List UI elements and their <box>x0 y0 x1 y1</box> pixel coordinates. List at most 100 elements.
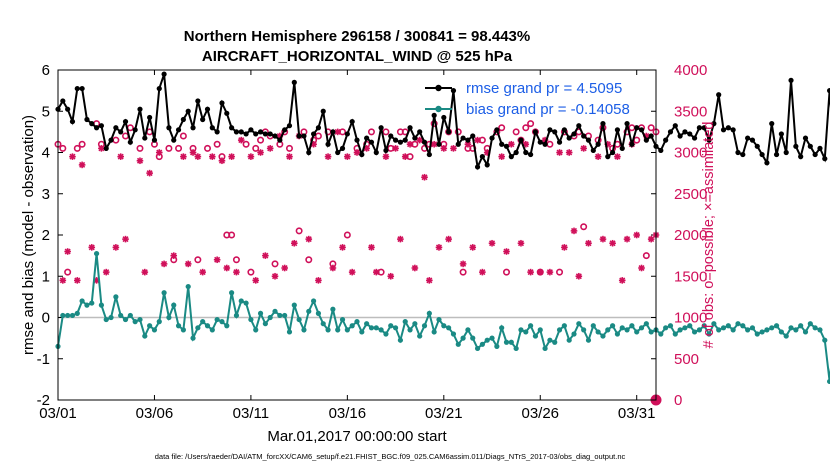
assimilated-obs-marker <box>146 169 153 177</box>
bias-point <box>330 306 336 312</box>
rmse-point <box>450 88 457 94</box>
bias-point <box>614 331 621 337</box>
bias-point <box>195 325 201 331</box>
assimilated-obs-marker <box>623 235 631 243</box>
rmse-point <box>595 141 601 147</box>
rmse-point <box>156 85 162 92</box>
bias-point <box>349 323 355 329</box>
rmse-point <box>537 139 543 145</box>
rmse-point <box>638 127 645 133</box>
rmse-point <box>421 139 428 145</box>
assimilated-obs-marker <box>387 272 395 280</box>
rmse-point <box>243 131 249 137</box>
bias-point <box>658 331 664 337</box>
rmse-point <box>561 127 567 133</box>
rmse-point <box>60 98 66 104</box>
y-tick-label: 4 <box>42 145 50 162</box>
rmse-point <box>373 149 379 156</box>
bias-point <box>436 316 442 323</box>
bias-point <box>566 337 572 343</box>
bias-point <box>552 339 558 345</box>
rmse-point <box>180 116 186 123</box>
possible-obs-marker <box>512 128 520 136</box>
right-y-tick-label: 2000 <box>674 227 707 244</box>
assimilated-obs-marker <box>382 153 390 160</box>
rmse-point <box>581 133 587 139</box>
rmse-point <box>127 139 133 145</box>
rmse-point <box>200 116 206 123</box>
rmse-point <box>446 129 452 135</box>
assimilated-obs-marker <box>117 153 124 160</box>
rmse-point <box>701 125 707 131</box>
bias-point <box>759 329 765 335</box>
rmse-point <box>716 92 722 98</box>
possible-obs-marker <box>382 128 390 136</box>
right-y-tick-label: 4000 <box>674 62 707 79</box>
bias-point <box>137 316 143 323</box>
bias-point <box>204 323 211 329</box>
bias-point <box>769 325 775 331</box>
rmse-point <box>518 137 524 143</box>
assimilated-obs-marker <box>180 153 187 160</box>
x-tick-label: 03/06 <box>136 405 174 422</box>
assimilated-obs-marker <box>594 153 602 160</box>
rmse-point <box>344 131 350 137</box>
assimilated-obs-marker <box>479 268 486 276</box>
assimilated-obs-marker <box>527 268 534 276</box>
bias-point <box>764 327 770 333</box>
bias-point <box>807 321 813 327</box>
assimilated-obs-marker <box>334 128 342 136</box>
assimilated-obs-marker <box>305 235 313 243</box>
rmse-point <box>248 127 254 133</box>
bias-point <box>359 329 365 335</box>
bias-point <box>735 321 741 327</box>
bias-point <box>600 333 606 339</box>
bias-point <box>392 325 399 331</box>
rmse-point <box>489 135 495 141</box>
bias-point <box>421 323 428 329</box>
rmse-point <box>532 129 539 135</box>
rmse-point <box>494 127 500 133</box>
rmse-point <box>69 118 76 125</box>
possible-obs-marker <box>647 124 655 132</box>
assimilated-obs-marker <box>160 260 168 268</box>
rmse-point <box>817 145 823 151</box>
rmse-point <box>190 125 196 131</box>
bias-point <box>542 345 548 352</box>
bias-point <box>417 333 423 339</box>
possible-obs-marker <box>271 260 279 268</box>
bias-point <box>585 337 592 343</box>
assimilated-obs-marker <box>266 145 274 152</box>
bias-point <box>200 319 206 325</box>
possible-obs-marker <box>459 268 467 276</box>
assimilated-obs-marker <box>64 248 71 255</box>
rmse-point <box>798 154 804 160</box>
assimilated-obs-marker <box>580 145 587 152</box>
assimilated-obs-marker <box>122 235 129 243</box>
rmse-point <box>643 137 649 143</box>
bias-point <box>663 325 669 331</box>
y-tick-label: -1 <box>37 351 50 368</box>
rmse-point <box>257 129 264 135</box>
rmse-point <box>470 133 476 139</box>
x-tick-label: 03/21 <box>425 405 463 422</box>
rmse-point <box>171 137 177 143</box>
bias-point <box>142 333 148 339</box>
bias-point <box>306 308 312 314</box>
bias-point <box>388 323 394 329</box>
bias-point <box>354 319 360 325</box>
rmse-point <box>359 151 365 158</box>
rmse-point <box>706 137 712 143</box>
rmse-point <box>392 137 399 143</box>
bias-point <box>310 298 317 304</box>
rmse-point <box>672 123 678 129</box>
bias-point <box>619 325 625 331</box>
y-axis-label: rmse and bias (model - observation) <box>20 115 37 355</box>
y-tick-label: -2 <box>37 392 50 409</box>
bias-point <box>383 331 389 337</box>
x-tick-label: 03/31 <box>618 405 656 422</box>
assimilated-obs-marker <box>223 264 231 272</box>
bias-point <box>711 321 717 327</box>
assimilated-obs-marker <box>69 153 76 160</box>
rmse-point <box>122 118 129 125</box>
